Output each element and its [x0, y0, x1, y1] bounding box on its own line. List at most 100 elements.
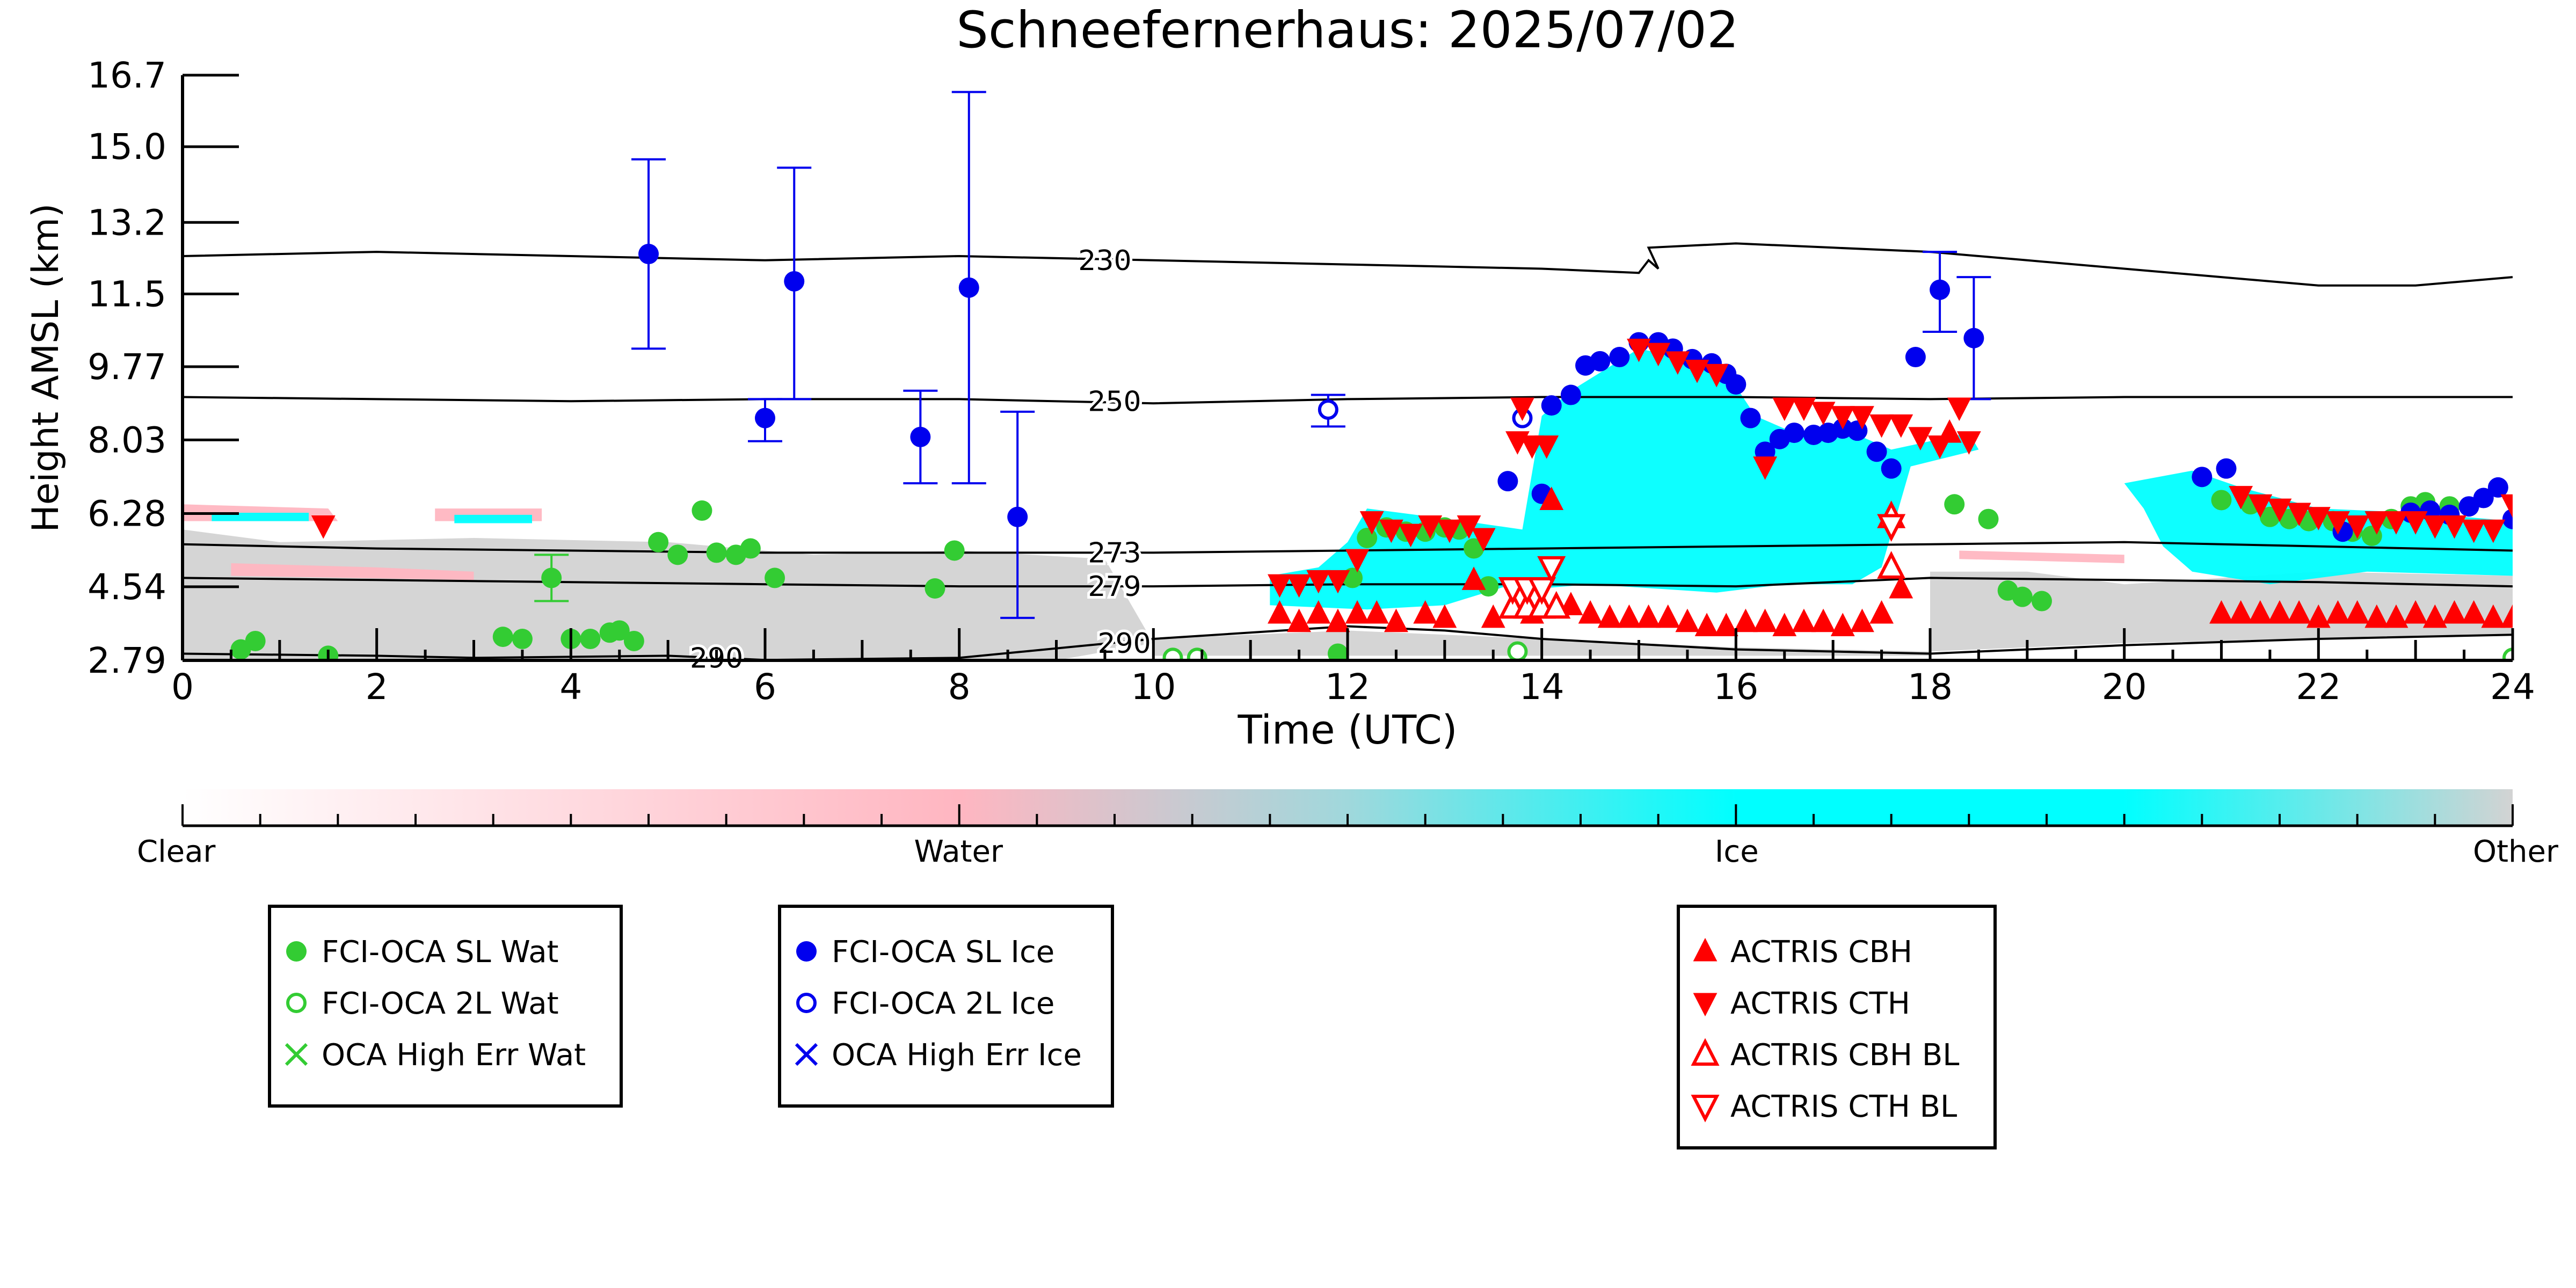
legend-box-2: FCI-OCA SL Ice FCI-OCA 2L Ice OCA High Err…	[778, 905, 1114, 1108]
data-point	[2481, 604, 2506, 628]
legend-marker	[285, 1043, 308, 1066]
colorbar-ticks	[181, 804, 2514, 826]
data-point	[2306, 604, 2331, 628]
y-tick-label: 11.5	[88, 273, 166, 315]
data-point	[2211, 490, 2232, 511]
data-point	[1432, 604, 1457, 628]
data-point	[1792, 397, 1816, 421]
data-point	[1437, 519, 1462, 543]
data-point	[1792, 608, 1816, 632]
contour-label: 279	[1088, 571, 1141, 603]
y-tick-label: 13.2	[88, 202, 166, 243]
data-point	[1617, 604, 1641, 628]
data-point	[1507, 641, 1528, 660]
data-point	[2326, 600, 2350, 624]
data-point	[2229, 600, 2253, 624]
data-point	[1772, 613, 1797, 637]
data-point	[1830, 613, 1855, 637]
data-point	[2267, 600, 2292, 624]
legend-label: FCI-OCA SL Wat	[322, 935, 559, 970]
data-point	[1646, 343, 1671, 367]
x-tick-label: 0	[171, 666, 194, 708]
data-point	[1947, 397, 1971, 421]
data-point	[2345, 515, 2370, 539]
x-tick-label: 24	[2490, 666, 2535, 708]
legend-label: ACTRIS CTH BL	[1730, 1089, 1957, 1124]
legend-entry: OCA High Err Wat	[285, 1038, 586, 1073]
y-tick-label: 16.7	[88, 55, 166, 96]
data-point	[1345, 600, 1370, 624]
data-point	[1740, 407, 1761, 428]
x-tick-label: 20	[2102, 666, 2147, 708]
data-point	[2306, 507, 2331, 530]
data-point	[1734, 608, 1758, 632]
data-point	[2287, 503, 2311, 527]
x-tick-label: 22	[2296, 666, 2341, 708]
legend-entry: FCI-OCA 2L Ice	[796, 986, 1054, 1021]
data-point	[1413, 600, 1438, 624]
x-ticks: 0 2 4 6 8 10 12 14 16 18 20 22 24	[171, 628, 2535, 708]
data-point	[765, 567, 785, 588]
data-point	[1609, 347, 1630, 368]
x-axis-label: Time (UTC)	[1237, 707, 1457, 753]
legend-marker	[286, 941, 307, 962]
data-point	[2487, 477, 2508, 498]
legend-label: FCI-OCA 2L Wat	[322, 986, 559, 1021]
legend-label: OCA High Err Ice	[832, 1038, 1082, 1073]
legend-marker	[1693, 993, 1718, 1017]
data-point	[1268, 600, 1292, 624]
data-point	[541, 567, 562, 588]
data-point	[1869, 414, 1894, 438]
data-point	[2473, 487, 2494, 508]
data-point	[2502, 508, 2513, 529]
data-point	[1665, 351, 1690, 375]
data-point	[2364, 604, 2389, 628]
data-point	[1714, 613, 1738, 637]
data-point	[1726, 374, 1747, 395]
data-point	[1510, 397, 1534, 421]
x-tick-label: 8	[948, 666, 971, 708]
chart-title: Schneefernerhaus: 2025/07/02	[956, 1, 1739, 60]
plot-area	[183, 91, 2513, 660]
legend-label: ACTRIS CBH	[1730, 935, 1912, 970]
data-point	[1704, 363, 1729, 388]
y-tick-label: 15.0	[88, 126, 166, 168]
data-point	[1384, 608, 1408, 632]
data-point	[1537, 556, 1566, 584]
data-point	[1889, 574, 1913, 599]
legend-entry: ACTRIS CTH BL	[1691, 1089, 1957, 1124]
contour-label: 273	[1088, 537, 1141, 569]
data-point	[1636, 604, 1661, 628]
data-point	[1541, 395, 1562, 416]
legend-entry: ACTRIS CTH	[1693, 986, 1910, 1021]
data-point	[1675, 608, 1700, 632]
data-point	[1811, 402, 1836, 425]
y-axis-label: Height AMSL (km)	[25, 203, 67, 533]
legend-label: OCA High Err Wat	[322, 1038, 586, 1073]
legend-marker	[796, 993, 817, 1013]
data-point	[1978, 508, 1999, 529]
data-point	[2422, 515, 2447, 539]
data-point	[638, 244, 659, 265]
data-point	[2209, 600, 2233, 624]
cloud-region-ice	[1270, 348, 1979, 610]
legend-entry: FCI-OCA 2L Wat	[286, 986, 559, 1021]
data-point	[1527, 577, 1556, 605]
data-point	[245, 630, 266, 651]
data-point	[1306, 600, 1331, 624]
data-point	[2502, 647, 2513, 660]
legend-entry: FCI-OCA SL Ice	[796, 935, 1054, 970]
cloud-region-other	[183, 529, 1154, 660]
data-point	[1327, 643, 1348, 660]
data-point	[667, 544, 688, 565]
contour-label: 230	[1078, 245, 1131, 277]
data-point	[1471, 528, 1496, 552]
legend-label: ACTRIS CTH	[1730, 986, 1910, 1021]
x-tick-label: 6	[754, 666, 776, 708]
x-tick-label: 2	[366, 666, 388, 708]
data-point	[1542, 591, 1571, 619]
legend-box-1: FCI-OCA SL Wat FCI-OCA 2L Wat OCA High Err…	[268, 905, 623, 1108]
data-point	[1753, 456, 1777, 480]
data-point	[1656, 604, 1680, 628]
